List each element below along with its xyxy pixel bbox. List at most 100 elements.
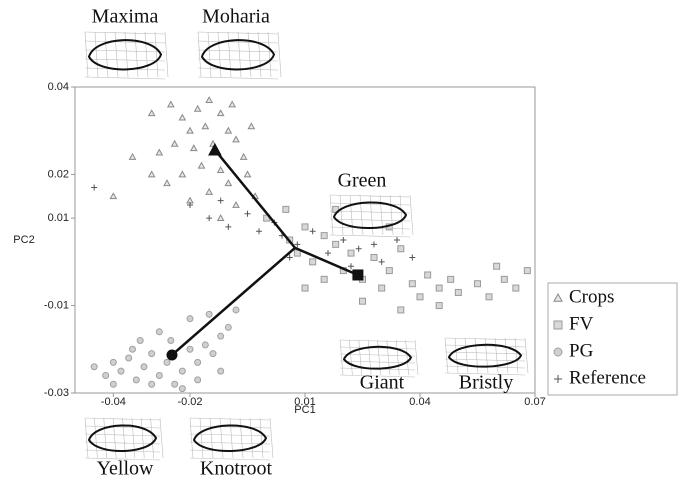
shape-icon [197,31,282,80]
icon-grid [514,337,519,374]
point [408,280,416,288]
icon-grid [104,31,109,78]
icon-grid [257,31,262,78]
point [91,184,98,191]
icon-grid [377,339,381,376]
icon-grid [84,417,161,421]
x-tick-label: -0.04 [101,396,126,408]
point [129,345,136,353]
x-axis-label: PC1 [294,404,315,416]
mean-marker [208,142,222,156]
point [378,284,386,292]
point [282,205,290,213]
point [225,223,232,230]
icon-grid [189,417,194,459]
point [485,293,493,301]
icon-grid [189,457,271,461]
icon-grid [339,194,344,236]
annotation: Knotroot [200,458,273,480]
icon-grid [444,337,526,341]
point [320,275,328,283]
icon-grid [367,339,372,376]
icon-outline [200,39,276,71]
mean-link [171,246,296,356]
annotation: Bristly [459,372,513,394]
point [301,223,309,231]
icon-grid [444,351,526,355]
point [155,328,163,336]
legend-marker [553,292,563,302]
legend-marker [553,347,563,357]
icon-grid [329,234,411,238]
icon-grid [144,31,149,78]
x-tick-label: 0.04 [409,396,430,408]
icon-grid [197,31,279,35]
icon-grid [189,417,271,421]
y-tick-label: -0.01 [44,299,69,311]
point [243,170,252,178]
icon-grid [358,339,363,376]
point [239,152,248,160]
icon-grid [209,417,214,459]
point [340,237,347,243]
point [148,380,156,388]
point [359,297,366,305]
point [224,126,233,134]
icon-outline [192,424,268,452]
point [186,345,194,353]
point [205,310,213,318]
x-tick-label: 0.01 [294,396,315,408]
point [217,367,225,375]
icon-grid [84,40,166,44]
point [309,228,316,235]
y-tick-label: 0.02 [48,168,69,180]
icon-grid [247,31,252,78]
icon-grid [164,31,169,78]
legend-box [547,282,678,396]
point [178,367,186,375]
point [232,200,240,208]
icon-grid [197,40,279,44]
mean-link [294,246,359,277]
point [424,271,432,279]
icon-grid [277,31,282,78]
point [294,241,301,248]
shape-icon [329,194,414,238]
point [332,240,340,248]
point [187,202,193,209]
point [347,249,355,257]
legend-marker [553,320,563,330]
point [186,315,194,323]
icon-grid [379,194,384,236]
point [217,332,225,340]
annotation: Giant [360,372,405,394]
icon-grid [94,31,99,78]
icon-grid [395,339,400,376]
point [201,341,209,349]
point [385,267,393,275]
shape-icon [189,417,274,461]
icon-grid [249,417,254,459]
icon-grid [484,337,489,374]
point [132,376,140,384]
point [109,380,117,388]
icon-grid [189,441,271,445]
point [416,293,424,301]
icon-grid [414,339,419,376]
icon-grid [84,457,161,461]
icon-grid [84,441,161,445]
icon-grid [84,58,166,62]
icon-grid [84,31,166,35]
icon-grid [494,337,499,374]
icon-grid [386,339,391,376]
point [435,284,443,292]
icon-grid [329,194,411,198]
icon-grid [339,374,416,378]
point [166,100,175,108]
icon-grid [409,194,414,236]
point [125,354,133,362]
point [189,144,198,152]
legend-label: Crops [569,286,614,307]
icon-grid [329,218,411,222]
icon-grid [84,417,89,459]
